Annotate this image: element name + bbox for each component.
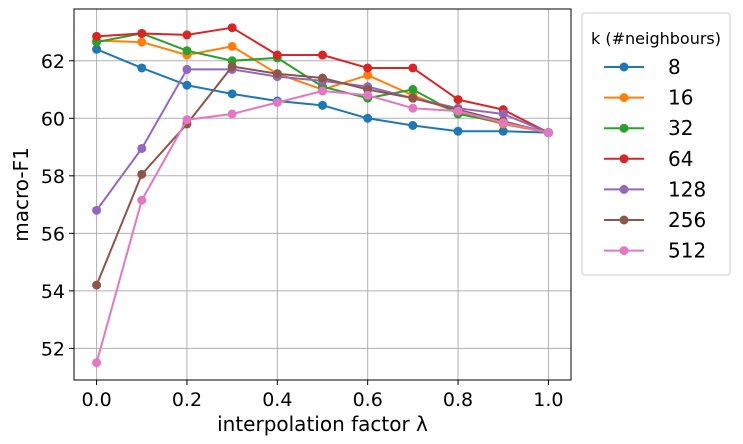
ticks: 0.0 0.2 0.4 0.6 0.8 1.0 52 54 56 58 60 62 xyxy=(41,51,564,411)
x-tick-label: 0.0 xyxy=(81,389,111,411)
data-point xyxy=(363,113,373,123)
data-point xyxy=(318,100,327,110)
legend-item: 32 xyxy=(604,116,693,140)
legend-label: 256 xyxy=(668,208,706,232)
y-tick-label: 54 xyxy=(41,281,65,303)
plot-frame xyxy=(73,8,572,381)
data-point xyxy=(92,31,102,41)
y-tick-label: 58 xyxy=(41,166,65,188)
data-point xyxy=(363,70,373,80)
data-point xyxy=(137,28,147,38)
data-point xyxy=(137,143,147,153)
data-point xyxy=(272,97,282,107)
data-point xyxy=(543,128,553,138)
data-point xyxy=(227,41,237,51)
legend-label: 512 xyxy=(668,239,706,263)
legend-items: 8 16 32 64 128 256 512 xyxy=(604,55,706,263)
y-tick-label: 62 xyxy=(41,51,65,73)
data-point xyxy=(318,73,327,83)
data-point xyxy=(453,95,463,105)
legend-item: 512 xyxy=(604,239,706,263)
legend-swatch-marker xyxy=(619,123,629,133)
legend-label: 8 xyxy=(668,55,681,79)
legend-swatch-marker xyxy=(619,246,629,256)
data-point xyxy=(408,85,418,95)
data-point xyxy=(408,120,418,130)
data-point xyxy=(182,30,192,40)
legend-swatch-marker xyxy=(619,154,629,164)
data-point xyxy=(408,63,418,73)
data-point xyxy=(92,205,102,215)
data-point xyxy=(92,44,102,54)
legend-swatch-marker xyxy=(619,62,629,72)
legend-label: 32 xyxy=(668,116,693,140)
data-point xyxy=(408,93,418,103)
legend-swatch-marker xyxy=(619,215,629,225)
legend-label: 16 xyxy=(668,86,693,110)
x-tick-label: 0.4 xyxy=(262,389,292,411)
legend-label: 128 xyxy=(668,177,706,201)
data-point xyxy=(227,23,237,33)
data-point xyxy=(272,69,282,79)
data-point xyxy=(182,46,192,56)
y-axis-label: macro-F1 xyxy=(9,147,33,242)
legend-label: 64 xyxy=(668,147,693,171)
data-point xyxy=(272,50,282,60)
legend-swatch-marker xyxy=(619,93,629,103)
data-point xyxy=(318,86,327,96)
grid xyxy=(74,9,571,380)
data-point xyxy=(182,115,192,125)
x-axis-label: interpolation factor λ xyxy=(217,412,428,436)
data-point xyxy=(453,106,463,116)
legend-item: 256 xyxy=(604,208,706,232)
legend-item: 8 xyxy=(604,55,681,79)
data-point xyxy=(363,63,373,73)
series-8 xyxy=(92,44,553,138)
legend: k (#neighbours) 8 16 32 64 128 256 512 xyxy=(581,12,731,276)
x-tick-label: 1.0 xyxy=(533,389,563,411)
y-tick-label: 52 xyxy=(41,338,65,360)
data-point xyxy=(137,195,147,205)
data-point xyxy=(363,90,373,100)
data-point xyxy=(318,50,327,60)
legend-box xyxy=(581,12,731,276)
x-tick-label: 0.2 xyxy=(172,389,202,411)
legend-title: k (#neighbours) xyxy=(591,29,721,48)
data-point xyxy=(498,118,508,128)
data-point xyxy=(453,126,463,136)
data-point xyxy=(137,63,147,73)
y-tick-label: 56 xyxy=(41,223,65,245)
data-point xyxy=(92,358,102,368)
data-point xyxy=(227,62,237,72)
data-point xyxy=(227,109,237,119)
data-point xyxy=(92,280,102,290)
x-tick-label: 0.6 xyxy=(353,389,383,411)
data-point xyxy=(137,37,147,47)
legend-item: 64 xyxy=(604,147,693,171)
data-point xyxy=(498,126,508,136)
series-512 xyxy=(92,86,553,368)
data-point xyxy=(182,80,192,90)
data-point xyxy=(182,64,192,74)
y-tick-label: 60 xyxy=(41,108,65,130)
legend-item: 128 xyxy=(604,177,706,201)
data-point xyxy=(408,103,418,113)
data-point xyxy=(498,109,508,119)
data-point xyxy=(137,169,147,179)
legend-swatch-marker xyxy=(619,184,629,194)
data-point xyxy=(227,89,237,99)
x-tick-label: 0.8 xyxy=(443,389,473,411)
series-group xyxy=(92,23,553,368)
legend-item: 16 xyxy=(604,86,693,110)
